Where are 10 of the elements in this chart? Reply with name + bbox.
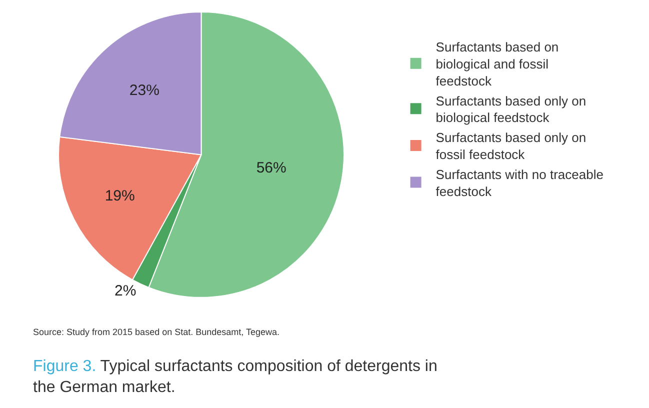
legend-label: Surfactants based only on fossil feedstock xyxy=(436,130,586,162)
data-label: 2% xyxy=(114,282,136,300)
legend-label: Surfactants with no traceable feedstock xyxy=(436,166,604,199)
legend-label: Surfactants based on biological and fossil feedstock xyxy=(436,40,559,88)
data-label: 19% xyxy=(104,188,135,205)
caption: Figure 3. xyxy=(33,358,96,375)
source-note: Source: Study from 2015 based on Stat. Bundesamt, Tegewa. xyxy=(33,327,280,337)
data-label: 23% xyxy=(129,82,160,99)
legend-label: Surfactants based only on biological feedstock xyxy=(436,93,586,126)
data-label: 56% xyxy=(256,160,286,177)
